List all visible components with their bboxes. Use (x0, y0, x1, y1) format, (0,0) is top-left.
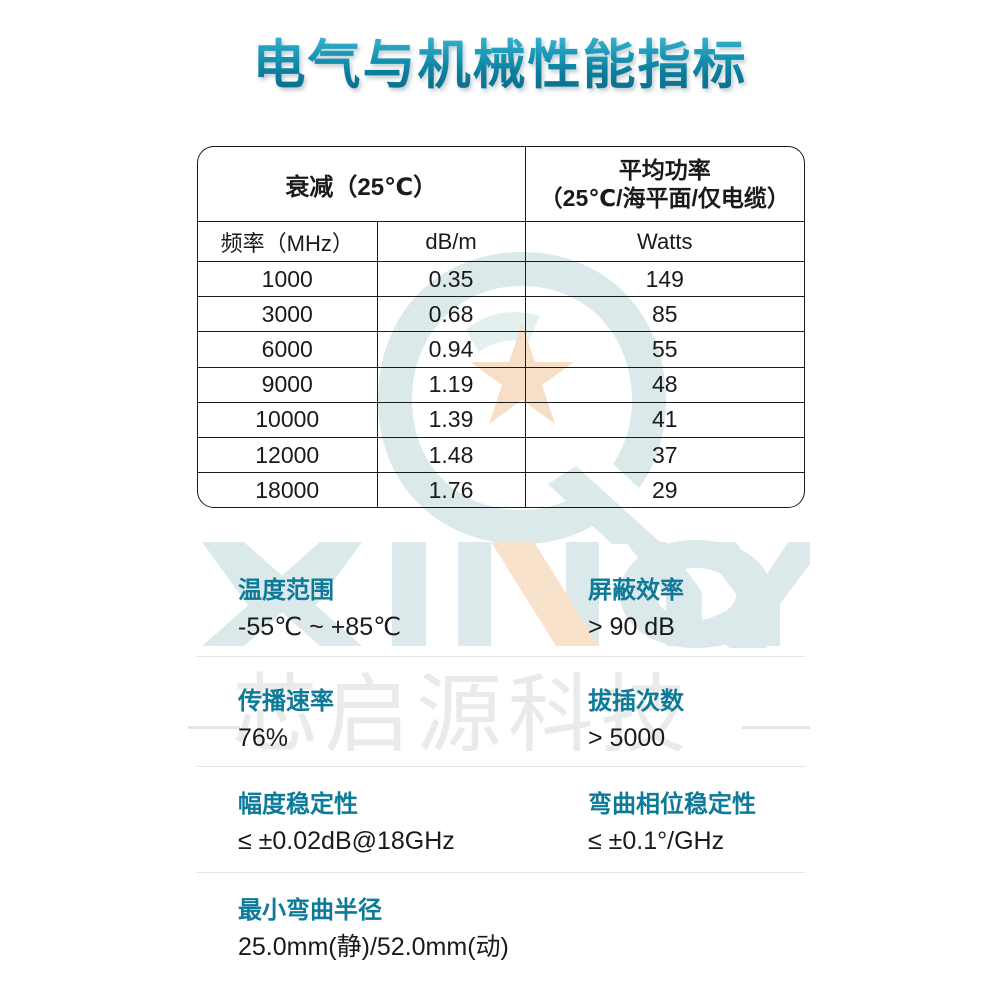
table-row: 3000 0.68 85 (198, 296, 804, 333)
cell-watts: 37 (525, 437, 804, 474)
group-header-average-power-line2: （25℃/海平面/仅电缆） (539, 185, 790, 211)
watermark-dash-right (742, 726, 810, 729)
spec-value: ≤ ±0.02dB@18GHz (238, 827, 455, 855)
spec-item-min-bend-radius: 最小弯曲半径 25.0mm(静)/52.0mm(动) (238, 896, 509, 964)
spec-value: -55℃ ~ +85℃ (238, 613, 402, 641)
cell-attenuation: 1.39 (377, 402, 526, 438)
spec-item-propagation-velocity: 传播速率 76% (238, 687, 334, 755)
cell-frequency: 1000 (198, 261, 378, 298)
spec-label: 传播速率 (238, 688, 334, 715)
spec-divider (196, 872, 805, 873)
table-row: 9000 1.19 48 (198, 367, 804, 403)
cell-frequency: 18000 (198, 472, 378, 508)
group-header-average-power: 平均功率 （25℃/海平面/仅电缆） (525, 147, 804, 222)
cell-watts: 149 (525, 261, 804, 298)
table-row: 6000 0.94 55 (198, 331, 804, 368)
table-body: 1000 0.35 149 3000 0.68 85 6000 0.94 55 … (198, 261, 804, 508)
table-row: 18000 1.76 29 (198, 472, 804, 508)
cell-watts: 41 (525, 402, 804, 438)
cell-frequency: 12000 (198, 437, 378, 474)
wordmark-accent-stroke (491, 542, 599, 646)
spec-label: 弯曲相位稳定性 (588, 791, 756, 818)
cell-frequency: 10000 (198, 402, 378, 438)
column-header-watts: Watts (525, 221, 804, 262)
spec-label: 最小弯曲半径 (238, 897, 382, 924)
cell-attenuation: 1.19 (377, 367, 526, 403)
cell-watts: 48 (525, 367, 804, 403)
spec-value: > 90 dB (588, 613, 675, 641)
cell-attenuation: 0.94 (377, 331, 526, 368)
cell-attenuation: 1.76 (377, 472, 526, 508)
spec-item-mating-cycles: 拔插次数 > 5000 (588, 687, 684, 755)
spec-item-temperature-range: 温度范围 -55℃ ~ +85℃ (238, 576, 401, 644)
column-header-attenuation: dB/m (377, 221, 526, 262)
cell-frequency: 3000 (198, 296, 378, 333)
cell-watts: 85 (525, 296, 804, 333)
table-row: 10000 1.39 41 (198, 402, 804, 438)
spec-label: 拔插次数 (588, 688, 684, 715)
spec-label: 幅度稳定性 (238, 791, 358, 818)
performance-table: 衰减（25℃） 平均功率 （25℃/海平面/仅电缆） 频率（MHz） dB/m … (197, 146, 805, 509)
spec-item-flexure-phase-stability: 弯曲相位稳定性 ≤ ±0.1°/GHz (588, 790, 756, 858)
table-row: 1000 0.35 149 (198, 261, 804, 298)
cell-watts: 55 (525, 331, 804, 368)
spec-value: > 5000 (588, 724, 666, 752)
spec-value: 76% (238, 724, 289, 752)
spec-item-amplitude-stability: 幅度稳定性 ≤ ±0.02dB@18GHz (238, 790, 455, 858)
group-header-attenuation: 衰减（25℃） (198, 147, 526, 222)
spec-divider (196, 766, 805, 767)
spec-label: 温度范围 (238, 577, 334, 604)
spec-item-shielding-efficiency: 屏蔽效率 > 90 dB (588, 576, 684, 644)
performance-table-grid: 衰减（25℃） 平均功率 （25℃/海平面/仅电缆） 频率（MHz） dB/m … (198, 147, 804, 508)
cell-attenuation: 0.68 (377, 296, 526, 333)
spec-value: 25.0mm(静)/52.0mm(动) (238, 933, 509, 961)
cell-frequency: 9000 (198, 367, 378, 403)
table-column-header-row: 频率（MHz） dB/m Watts (198, 221, 804, 262)
spec-value: ≤ ±0.1°/GHz (588, 827, 725, 855)
spec-label: 屏蔽效率 (588, 577, 684, 604)
cell-attenuation: 1.48 (377, 437, 526, 474)
column-header-frequency: 频率（MHz） (198, 221, 378, 262)
table-group-header-row: 衰减（25℃） 平均功率 （25℃/海平面/仅电缆） (198, 147, 804, 222)
page-title: 电气与机械性能指标 (0, 36, 1000, 95)
spec-divider (196, 656, 805, 657)
cell-frequency: 6000 (198, 331, 378, 368)
table-row: 12000 1.48 37 (198, 437, 804, 474)
cell-watts: 29 (651, 476, 678, 503)
watermark-dash-left (188, 726, 240, 729)
cell-attenuation: 0.35 (377, 261, 526, 298)
group-header-average-power-line1: 平均功率 (618, 156, 711, 183)
